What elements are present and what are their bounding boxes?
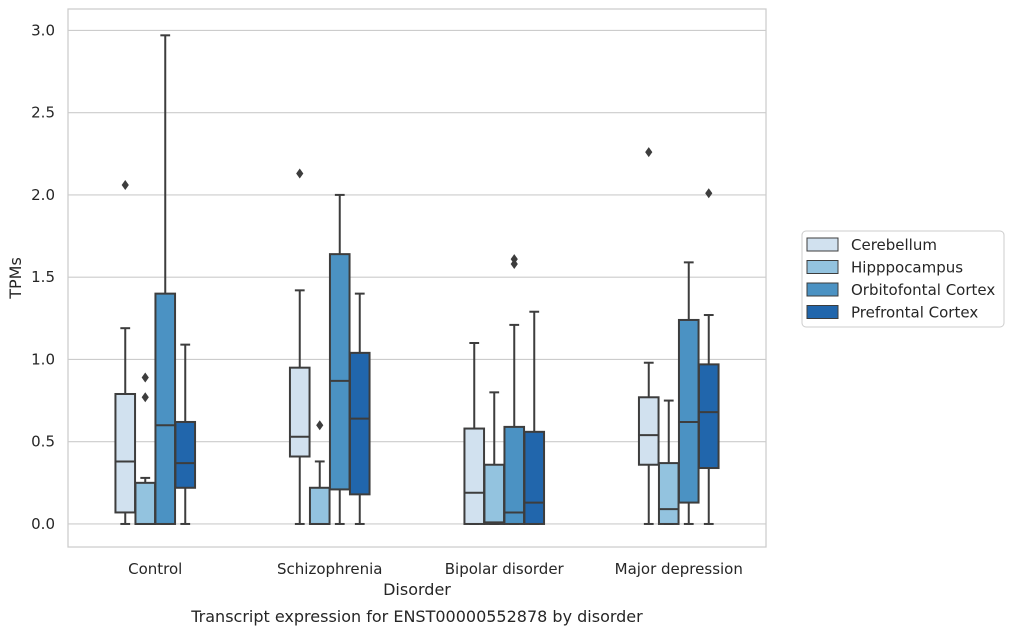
box-body: [114, 392, 137, 514]
series-hipppocampus: [134, 372, 680, 525]
legend-label: Prefrontal Cortex: [851, 304, 978, 322]
series-prefrontal-cortex: [174, 188, 720, 525]
outlier-point: [316, 420, 324, 431]
legend-swatch: [806, 305, 839, 319]
y-tick-label: 2.5: [31, 104, 55, 122]
box-body: [288, 366, 311, 458]
y-tick-label: 1.5: [31, 268, 55, 286]
box-body: [348, 351, 371, 496]
y-tick-label: 3.0: [31, 21, 55, 39]
box-body: [134, 481, 157, 525]
box: [483, 391, 506, 525]
box-body: [174, 420, 197, 489]
series-cerebellum: [114, 147, 660, 525]
outlier-point: [141, 372, 149, 383]
box: [134, 372, 157, 525]
y-tick-label: 1.0: [31, 350, 55, 368]
box: [154, 34, 177, 525]
outlier-point: [645, 147, 653, 158]
box-body: [154, 292, 177, 525]
box-body: [657, 462, 680, 525]
outlier-point: [510, 254, 518, 265]
box: [174, 343, 197, 525]
box-body: [308, 486, 331, 525]
outlier-point: [296, 168, 304, 179]
legend-swatch: [806, 260, 839, 274]
x-tick-label: Schizophrenia: [277, 560, 382, 578]
box: [308, 420, 331, 525]
chart-caption: Transcript expression for ENST0000055287…: [190, 607, 643, 626]
x-axis-title: Disorder: [383, 580, 451, 599]
box: [697, 188, 720, 525]
box: [114, 180, 137, 525]
box-body: [677, 318, 700, 504]
box-body: [483, 463, 506, 525]
x-tick-label: Bipolar disorder: [445, 560, 565, 578]
outlier-point: [141, 392, 149, 403]
series-orbitofontal-cortex: [154, 34, 700, 525]
y-tick-label: 0.5: [31, 433, 55, 451]
box-body: [523, 430, 546, 525]
outlier-point: [121, 180, 129, 191]
legend-swatch: [806, 237, 839, 252]
legend-frame: [801, 230, 1005, 328]
box: [348, 292, 371, 525]
box-body: [503, 425, 526, 525]
box: [637, 147, 660, 525]
legend-label: Hipppocampus: [851, 259, 963, 277]
legend-label: Cerebellum: [851, 236, 937, 254]
legend: Cerebellum Hipppocampus Orbitofontal Corte…: [801, 230, 1005, 328]
y-axis-title: TPMs: [6, 257, 25, 300]
box-body: [637, 396, 660, 466]
box-body: [328, 253, 351, 491]
box-body: [697, 363, 720, 470]
box: [523, 310, 546, 525]
x-tick-label: Major depression: [615, 560, 743, 578]
box-body: [463, 427, 486, 525]
y-tick-label: 2.0: [31, 186, 55, 204]
outlier-point: [705, 188, 713, 199]
box: [677, 261, 700, 525]
y-tick-label: 0.0: [31, 515, 55, 533]
box: [288, 168, 311, 525]
x-tick-labels: Control Schizophrenia Bipolar disorder Majo…: [128, 560, 743, 578]
x-tick-label: Control: [128, 560, 182, 578]
y-tick-labels: 0.0 0.5 1.0 1.5 2.0 2.5 3.0: [31, 21, 55, 533]
legend-swatch: [806, 282, 839, 297]
legend-label: Orbitofontal Cortex: [851, 281, 995, 299]
box-series-group: [114, 34, 720, 525]
box: [463, 341, 486, 525]
